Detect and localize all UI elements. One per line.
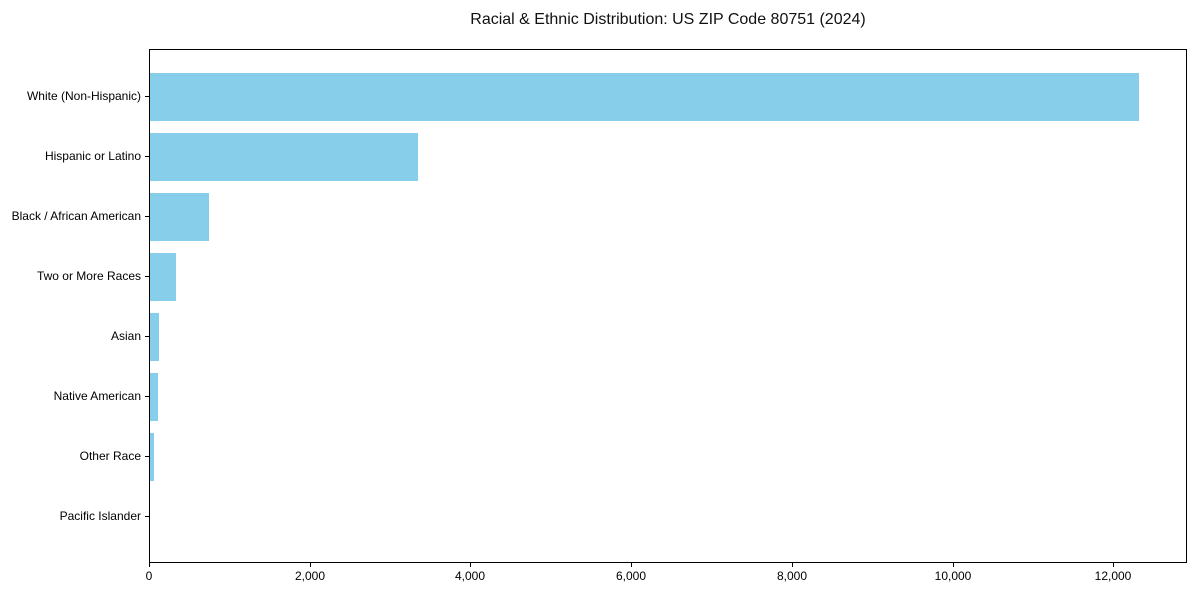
- y-axis-label: Two or More Races: [36, 269, 141, 283]
- x-tick-mark: [792, 563, 793, 567]
- y-tick-mark: [145, 156, 149, 157]
- y-axis-label: Hispanic or Latino: [44, 149, 141, 163]
- bar: [150, 73, 1139, 122]
- y-tick-mark: [145, 456, 149, 457]
- x-tick-mark: [953, 563, 954, 567]
- x-tick-label: 8,000: [776, 569, 808, 583]
- y-axis-label: Black / African American: [11, 209, 141, 223]
- x-tick-mark: [631, 563, 632, 567]
- x-tick-label: 10,000: [934, 569, 972, 583]
- bar: [150, 372, 158, 421]
- bar: [150, 253, 176, 301]
- y-axis-label: Other Race: [79, 449, 141, 463]
- x-tick-mark: [149, 563, 150, 567]
- y-tick-mark: [145, 396, 149, 397]
- x-tick-mark: [1113, 563, 1114, 567]
- y-axis-label: Asian: [110, 329, 141, 343]
- y-tick-mark: [145, 276, 149, 277]
- x-tick-label: 12,000: [1094, 569, 1132, 583]
- plot-area: [149, 49, 1187, 563]
- x-tick-label: 2,000: [294, 569, 326, 583]
- chart-title: Racial & Ethnic Distribution: US ZIP Cod…: [470, 11, 866, 28]
- y-tick-mark: [145, 336, 149, 337]
- x-tick-mark: [310, 563, 311, 567]
- y-tick-mark: [145, 516, 149, 517]
- bar: [150, 432, 154, 481]
- y-axis-label: Pacific Islander: [59, 509, 141, 523]
- y-axis-label: Native American: [53, 389, 141, 403]
- x-tick-label: 6,000: [615, 569, 647, 583]
- y-tick-mark: [145, 216, 149, 217]
- x-tick-label: 0: [145, 569, 153, 583]
- bar: [150, 312, 159, 361]
- x-tick-label: 4,000: [454, 569, 486, 583]
- y-axis-label: White (Non-Hispanic): [26, 89, 141, 103]
- bar: [150, 133, 418, 182]
- bar: [150, 193, 209, 242]
- x-tick-mark: [470, 563, 471, 567]
- y-tick-mark: [145, 96, 149, 97]
